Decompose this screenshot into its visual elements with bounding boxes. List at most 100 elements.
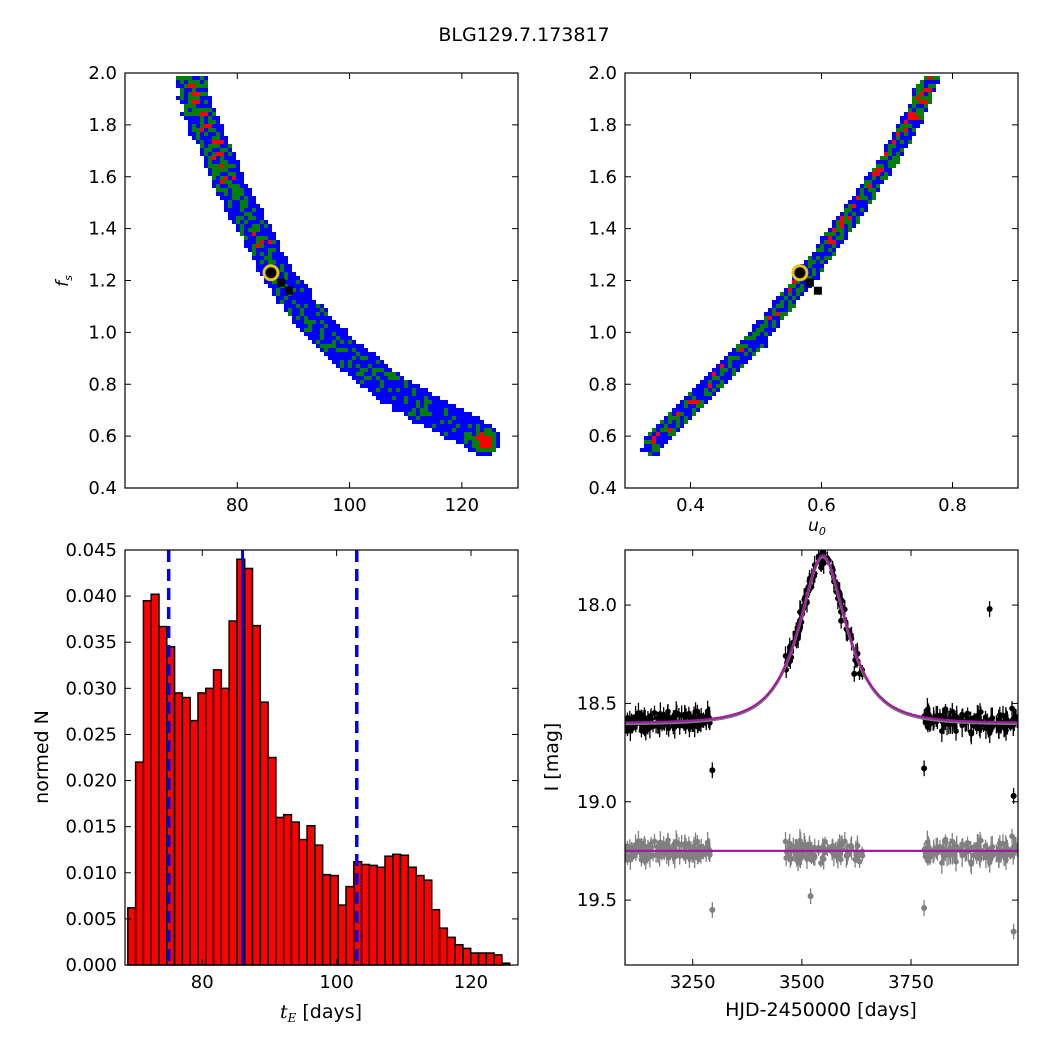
density-cell — [280, 264, 284, 268]
density-cell — [248, 208, 252, 212]
density-cell — [276, 292, 280, 296]
density-cell — [412, 408, 416, 412]
density-cell — [364, 364, 368, 368]
density-cell — [324, 332, 328, 336]
density-cell — [412, 392, 416, 396]
density-cell — [376, 376, 380, 380]
density-cell — [228, 204, 232, 208]
density-cell — [392, 396, 396, 400]
density-cell — [348, 364, 352, 368]
density-cell — [348, 360, 352, 364]
density-cell — [240, 232, 244, 236]
density-cell — [436, 396, 440, 400]
density-cell — [424, 424, 428, 428]
density-cell — [280, 288, 284, 292]
density-cell — [272, 236, 276, 240]
density-cell — [236, 204, 240, 208]
density-cell — [444, 416, 448, 420]
density-cell — [312, 320, 316, 324]
density-cell — [316, 324, 320, 328]
density-cell — [308, 288, 312, 292]
density-cell — [296, 276, 300, 280]
density-cell — [416, 412, 420, 416]
density-cell — [300, 312, 304, 316]
density-cell — [364, 384, 368, 388]
density-cell — [288, 304, 292, 308]
density-cell — [424, 396, 428, 400]
density-cell — [312, 316, 316, 320]
density-cell — [304, 320, 308, 324]
density-cell — [300, 304, 304, 308]
density-cell — [216, 136, 220, 140]
density-cell — [208, 148, 212, 152]
density-cell — [212, 132, 216, 136]
density-cell — [228, 180, 232, 184]
density-cell — [180, 100, 184, 104]
density-cell — [208, 172, 212, 176]
density-cell — [356, 364, 360, 368]
density-cell — [268, 280, 272, 284]
density-cell — [276, 256, 280, 260]
density-cell — [424, 404, 428, 408]
density-cell — [336, 364, 340, 368]
density-cell — [208, 104, 212, 108]
density-cell — [224, 180, 228, 184]
density-cell — [300, 284, 304, 288]
density-cell — [312, 300, 316, 304]
density-cell — [236, 212, 240, 216]
density-cell — [384, 376, 388, 380]
density-cell — [264, 252, 268, 256]
density-cell — [448, 404, 452, 408]
density-cell — [192, 80, 196, 84]
density-cell — [296, 296, 300, 300]
density-cell — [272, 252, 276, 256]
density-cell — [320, 348, 324, 352]
density-cell — [440, 416, 444, 420]
density-cell — [208, 152, 212, 156]
density-cell — [304, 292, 308, 296]
density-cell — [428, 420, 432, 424]
density-cell — [284, 284, 288, 288]
density-cell — [408, 380, 412, 384]
density-cell — [452, 432, 456, 436]
density-cell — [180, 88, 184, 92]
density-cell — [200, 136, 204, 140]
density-cell — [208, 168, 212, 172]
density-cell — [220, 128, 224, 132]
density-cell — [252, 200, 256, 204]
density-cell — [320, 344, 324, 348]
density-cell — [272, 292, 276, 296]
density-cell — [376, 380, 380, 384]
density-cell — [464, 412, 468, 416]
density-cell — [452, 416, 456, 420]
density-cell — [332, 324, 336, 328]
density-cell — [448, 416, 452, 420]
density-cell — [412, 396, 416, 400]
density-cell — [400, 380, 404, 384]
density-cell — [204, 96, 208, 100]
density-cell — [276, 296, 280, 300]
density-cell — [284, 304, 288, 308]
density-cell — [280, 292, 284, 296]
density-cell — [420, 388, 424, 392]
density-cell — [384, 380, 388, 384]
density-cell — [188, 124, 192, 128]
density-cell — [320, 308, 324, 312]
density-cell — [248, 196, 252, 200]
density-cell — [200, 92, 204, 96]
density-cell — [456, 408, 460, 412]
density-cell — [424, 412, 428, 416]
density-cell — [252, 204, 256, 208]
density-cell — [204, 152, 208, 156]
density-cell — [280, 276, 284, 280]
density-cell — [344, 360, 348, 364]
density-cell — [408, 404, 412, 408]
density-cell — [340, 328, 344, 332]
density-cell — [328, 332, 332, 336]
density-cell — [392, 392, 396, 396]
density-cell — [260, 216, 264, 220]
density-cell — [196, 92, 200, 96]
density-cell — [420, 396, 424, 400]
density-cell — [232, 200, 236, 204]
density-cell — [336, 328, 340, 332]
